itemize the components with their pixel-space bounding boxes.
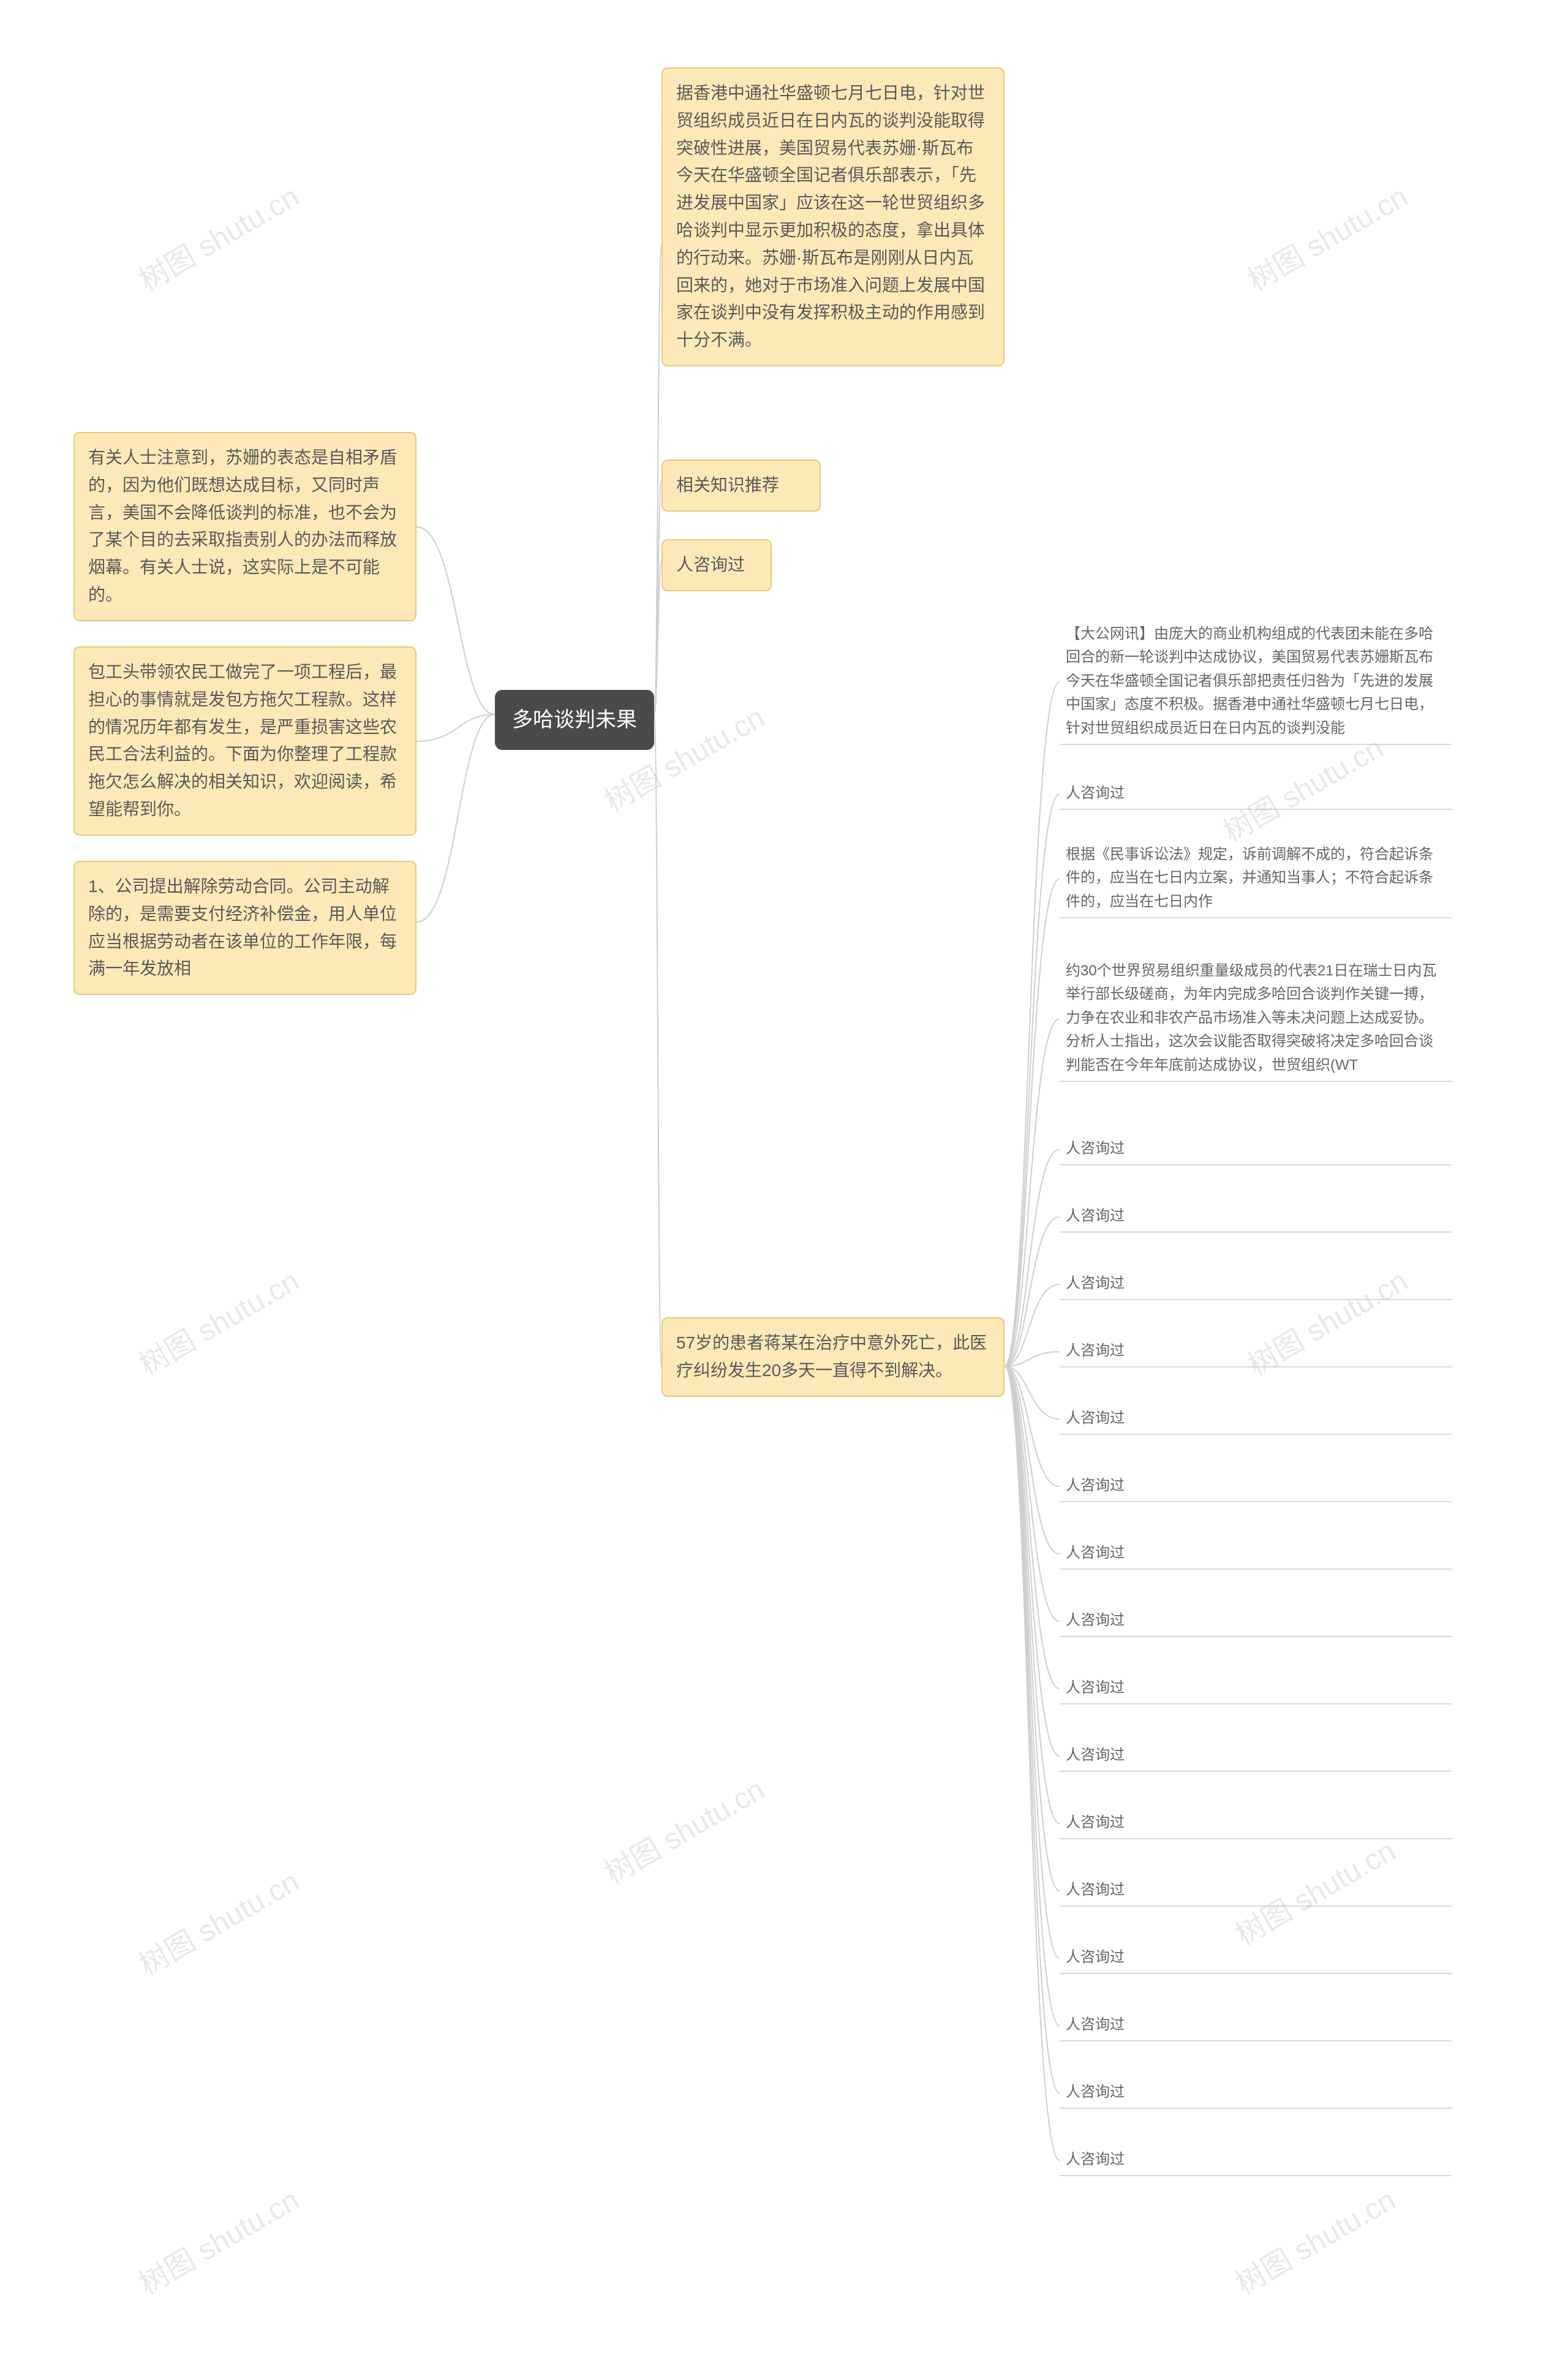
mindmap-canvas: 多哈谈判未果 有关人士注意到，苏姗的表态是自相矛盾的，因为他们既想达成目标，又同… xyxy=(0,0,1568,2368)
right-node[interactable]: 57岁的患者蒋某在治疗中意外死亡，此医疗纠纷发生20多天一直得不到解决。 xyxy=(662,1317,1005,1397)
right-node[interactable]: 相关知识推荐 xyxy=(662,460,821,512)
leaf-node[interactable]: 人咨询过 xyxy=(1060,1807,1452,1839)
watermark: 树图 shutu.cn xyxy=(595,1766,771,1892)
leaf-node[interactable]: 人咨询过 xyxy=(1060,1538,1452,1570)
watermark: 树图 shutu.cn xyxy=(1238,173,1414,299)
leaf-node[interactable]: 人咨询过 xyxy=(1060,1875,1452,1907)
watermark: 树图 shutu.cn xyxy=(130,1858,306,1984)
leaf-node[interactable]: 人咨询过 xyxy=(1060,1470,1452,1502)
right-node[interactable]: 据香港中通社华盛顿七月七日电，针对世贸组织成员近日在日内瓦的谈判没能取得突破性进… xyxy=(662,67,1005,366)
leaf-node[interactable]: 【大公网讯】由庞大的商业机构组成的代表团未能在多哈回合的新一轮谈判中达成协议，美… xyxy=(1060,619,1452,745)
leaf-node[interactable]: 人咨询过 xyxy=(1060,1673,1452,1704)
left-node[interactable]: 1、公司提出解除劳动合同。公司主动解除的，是需要支付经济补偿金，用人单位应当根据… xyxy=(74,861,417,995)
leaf-node[interactable]: 人咨询过 xyxy=(1060,1201,1452,1233)
watermark: 树图 shutu.cn xyxy=(130,1257,306,1383)
leaf-node[interactable]: 人咨询过 xyxy=(1060,2010,1452,2041)
leaf-node[interactable]: 根据《民事诉讼法》规定，诉前调解不成的，符合起诉条件的，应当在七日内立案，并通知… xyxy=(1060,839,1452,918)
right-node[interactable]: 人咨询过 xyxy=(662,539,772,591)
leaf-node[interactable]: 人咨询过 xyxy=(1060,1336,1452,1367)
left-node[interactable]: 包工头带领农民工做完了一项工程后，最担心的事情就是发包方拖欠工程款。这样的情况历… xyxy=(74,646,417,836)
watermark: 树图 shutu.cn xyxy=(130,2176,306,2302)
leaf-node[interactable]: 人咨询过 xyxy=(1060,778,1452,810)
leaf-node[interactable]: 人咨询过 xyxy=(1060,1942,1452,1974)
leaf-node[interactable]: 人咨询过 xyxy=(1060,2077,1452,2109)
center-node[interactable]: 多哈谈判未果 xyxy=(495,690,654,750)
leaf-node[interactable]: 人咨询过 xyxy=(1060,1403,1452,1435)
leaf-node[interactable]: 人咨询过 xyxy=(1060,1133,1452,1165)
leaf-node[interactable]: 约30个世界贸易组织重量级成员的代表21日在瑞士日内瓦举行部长级磋商，为年内完成… xyxy=(1060,956,1452,1082)
leaf-node[interactable]: 人咨询过 xyxy=(1060,2144,1452,2176)
leaf-node[interactable]: 人咨询过 xyxy=(1060,1605,1452,1637)
leaf-node[interactable]: 人咨询过 xyxy=(1060,1740,1452,1772)
watermark: 树图 shutu.cn xyxy=(130,173,306,299)
watermark: 树图 shutu.cn xyxy=(1226,2176,1402,2302)
left-node[interactable]: 有关人士注意到，苏姗的表态是自相矛盾的，因为他们既想达成目标，又同时声言，美国不… xyxy=(74,432,417,621)
leaf-node[interactable]: 人咨询过 xyxy=(1060,1268,1452,1300)
